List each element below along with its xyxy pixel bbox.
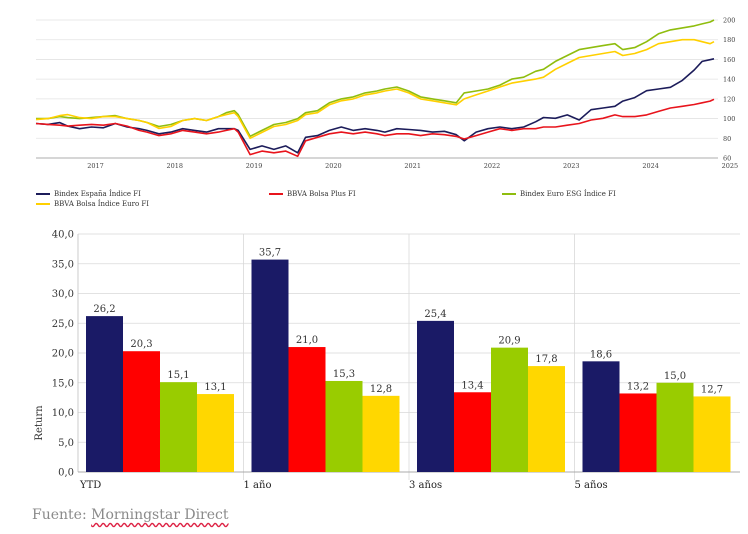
bar-3-1: [619, 393, 657, 472]
y-tick-label: 60: [723, 155, 731, 163]
source-note: Fuente: Morningstar Direct: [32, 507, 229, 523]
bar-value-label: 13,1: [204, 382, 226, 393]
bar-3-2: [656, 382, 694, 472]
series-line-3: [35, 38, 715, 140]
bar-value-label: 12,8: [370, 384, 392, 395]
bar-0-1: [123, 351, 160, 472]
bar-2-3: [528, 366, 565, 472]
category-label: 1 año: [244, 480, 272, 491]
bar-value-label: 15,3: [333, 369, 355, 380]
bar-value-label: 18,6: [590, 349, 612, 360]
x-tick-label: 2021: [404, 162, 421, 170]
y-tick-label: 180: [723, 36, 735, 44]
legend-item-bbva-bolsa-indice-euro: BBVA Bolsa Índice Euro FI: [36, 200, 149, 208]
bar-3-0: [582, 361, 620, 472]
y-tick-label: 30,0: [52, 289, 74, 300]
series-line-1: [35, 98, 715, 158]
y-tick-label: 20,0: [52, 349, 74, 360]
x-tick-label: 2025: [722, 162, 739, 170]
legend-swatch: [36, 193, 50, 195]
x-tick-label: 2020: [325, 162, 342, 170]
category-label: 5 años: [575, 480, 608, 491]
y-tick-label: 160: [723, 56, 735, 64]
x-tick-label: 2019: [246, 162, 263, 170]
bar-3-3: [693, 396, 731, 472]
y-tick-label: 10,0: [52, 408, 74, 419]
bar-value-label: 13,2: [627, 381, 649, 392]
bar-0-0: [86, 316, 123, 472]
bar-2-2: [491, 347, 528, 472]
series-line-0: [35, 58, 715, 154]
bar-1-1: [288, 347, 326, 472]
bar-value-label: 17,8: [535, 354, 557, 365]
bar-1-2: [325, 380, 363, 472]
bar-0-2: [160, 382, 197, 472]
bar-2-0: [417, 320, 454, 472]
legend-item-bbva-bolsa-plus: BBVA Bolsa Plus FI: [269, 190, 356, 198]
bar-0-3: [197, 394, 234, 472]
returns-bar-chart: 0,0 5,0 10,0 15,0 20,0 25,0 30,0 35,0 40,0 26,2 20…: [34, 230, 740, 491]
y-axis-title: Return: [34, 405, 45, 441]
bar-value-label: 35,7: [259, 248, 281, 259]
y-tick-label: 35,0: [52, 259, 74, 270]
y-tick-label: 15,0: [52, 378, 74, 389]
bar-value-label: 15,0: [664, 371, 686, 382]
y-tick-label: 40,0: [52, 230, 74, 241]
x-tick-label: 2017: [87, 162, 104, 170]
bar-1-0: [251, 259, 289, 472]
category-label: YTD: [79, 480, 101, 491]
y-tick-label: 0,0: [58, 468, 74, 479]
legend-item-bindex-euro-esg: Bindex Euro ESG Índice FI: [502, 190, 616, 198]
y-tick-label: 140: [723, 76, 735, 84]
legend-item-bindex-espana: Bindex España Índice FI: [36, 190, 141, 198]
y-tick-label: 5,0: [58, 438, 74, 449]
bar-value-label: 12,7: [701, 384, 723, 395]
legend-swatch: [502, 193, 516, 195]
bar-value-label: 13,4: [461, 380, 483, 391]
y-tick-label: 200: [723, 17, 735, 25]
y-tick-label: 80: [723, 135, 731, 143]
legend-label: Bindex Euro ESG Índice FI: [520, 190, 616, 198]
bar-1-3: [362, 395, 400, 472]
bar-value-label: 20,3: [130, 339, 152, 350]
bar-value-label: 25,4: [424, 309, 446, 320]
x-tick-label: 2018: [167, 162, 184, 170]
y-tick-label: 25,0: [52, 319, 74, 330]
legend-swatch: [36, 203, 50, 205]
y-tick-label: 100: [723, 115, 735, 123]
source-name: Morningstar Direct: [91, 507, 229, 523]
bar-value-label: 26,2: [93, 304, 115, 315]
y-tick-label: 120: [723, 95, 735, 103]
bar-value-label: 15,1: [167, 370, 189, 381]
category-label: 3 años: [409, 480, 442, 491]
x-tick-label: 2022: [484, 162, 501, 170]
legend-swatch: [269, 193, 283, 195]
legend-label: BBVA Bolsa Plus FI: [287, 190, 356, 198]
bar-value-label: 21,0: [296, 335, 318, 346]
bar-2-1: [454, 392, 491, 472]
bar-value-label: 20,9: [498, 336, 520, 347]
legend-label: Bindex España Índice FI: [54, 190, 141, 198]
source-prefix: Fuente:: [32, 507, 92, 523]
x-tick-label: 2024: [642, 162, 659, 170]
performance-line-chart: 60 80 100 120 140 160 180 200 2017 2018 2019 2020 20…: [35, 17, 739, 170]
x-tick-label: 2023: [563, 162, 580, 170]
legend-label: BBVA Bolsa Índice Euro FI: [54, 200, 150, 208]
